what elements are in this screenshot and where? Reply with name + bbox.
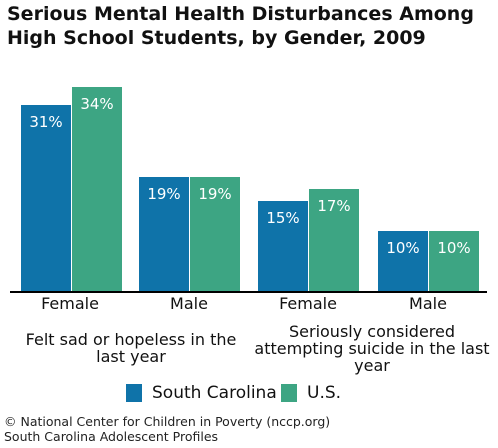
category-label-female-2: Female [279, 294, 337, 313]
category-label-male-1: Male [170, 294, 208, 313]
legend-item-us: U.S. [281, 381, 341, 405]
bar-us-0 [72, 87, 122, 291]
bar-us-2 [309, 189, 359, 291]
legend-item-south-carolina: South Carolina [126, 381, 277, 405]
bar-us-1 [190, 177, 240, 291]
bar-us-3 [429, 231, 479, 291]
data-label-us-1: 19% [198, 185, 231, 203]
data-label-south-carolina-3: 10% [386, 239, 419, 257]
bar-south-carolina-3 [378, 231, 428, 291]
legend: South Carolina U.S. [0, 381, 498, 405]
data-label-south-carolina-0: 31% [29, 113, 62, 131]
category-label-female-1: Female [41, 294, 99, 313]
data-label-south-carolina-2: 15% [266, 209, 299, 227]
legend-label-south-carolina: South Carolina [152, 383, 277, 403]
bar-south-carolina-2 [258, 201, 308, 291]
bar-south-carolina-1 [139, 177, 189, 291]
group-label-sad-hopeless: Felt sad or hopeless in the last year [25, 330, 237, 366]
legend-swatch-us [281, 384, 297, 402]
data-label-south-carolina-1: 19% [147, 185, 180, 203]
category-label-male-2: Male [409, 294, 447, 313]
data-label-us-0: 34% [80, 95, 113, 113]
chart-title: Serious Mental Health Disturbances Among… [7, 3, 474, 49]
footer-publication: South Carolina Adolescent Profiles [4, 429, 219, 444]
footer-source: © National Center for Children in Povert… [4, 414, 331, 429]
group-label-considered-suicide: Seriously considered attempting suicide … [254, 322, 490, 375]
bar-chart: 31% 19% 15% 10% 34% 19% 17% 10% [10, 87, 487, 293]
data-label-us-3: 10% [437, 239, 470, 257]
legend-swatch-south-carolina [126, 384, 142, 402]
bar-south-carolina-0 [21, 105, 71, 291]
legend-label-us: U.S. [307, 383, 342, 403]
data-label-us-2: 17% [317, 197, 350, 215]
